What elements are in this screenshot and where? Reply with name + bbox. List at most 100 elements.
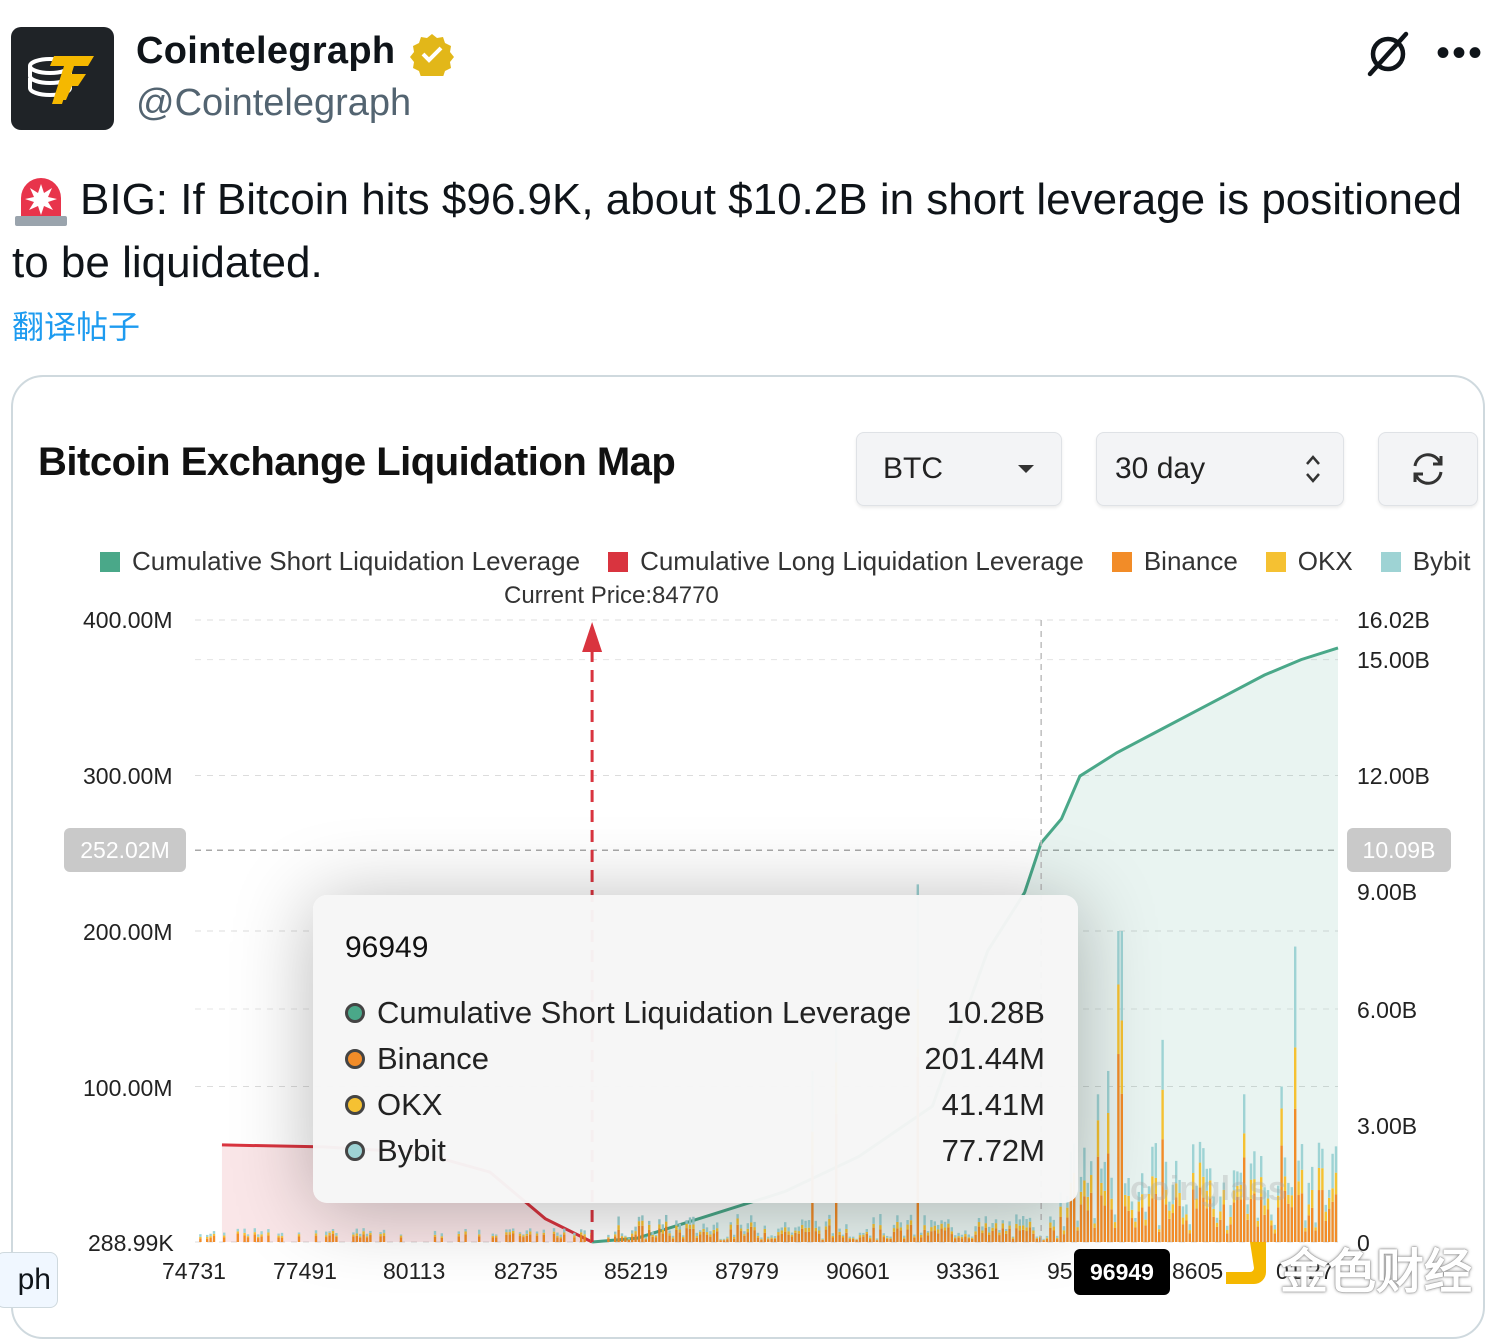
binance-bar [726, 1239, 728, 1242]
binance-bar [1121, 1094, 1123, 1242]
bybit-bar [1216, 1218, 1218, 1223]
okx-bar [1325, 1212, 1327, 1221]
binance-bar [1022, 1230, 1024, 1242]
binance-bar [247, 1237, 249, 1242]
binance-bar [243, 1235, 245, 1242]
binance-bar [866, 1234, 868, 1242]
bybit-bar [1124, 1183, 1126, 1195]
okx-bar [641, 1221, 643, 1226]
okx-bar [893, 1228, 895, 1232]
bybit-bar [784, 1222, 786, 1227]
binance-bar [277, 1238, 279, 1242]
binance-bar [777, 1235, 779, 1242]
okx-bar [937, 1229, 939, 1233]
bybit-bar [478, 1230, 480, 1235]
binance-bar [1216, 1227, 1218, 1242]
bybit-bar [335, 1233, 337, 1236]
binance-bar [492, 1237, 494, 1242]
y-right-tick: 6.00B [1357, 997, 1417, 1024]
binance-bar [1114, 1228, 1116, 1242]
bybit-bar [862, 1233, 864, 1235]
binance-bar [985, 1228, 987, 1242]
bybit-bar [906, 1220, 908, 1225]
okx-bar [1032, 1231, 1034, 1234]
okx-bar [736, 1218, 738, 1224]
y-left-tick: 400.00M [83, 607, 173, 634]
y-left-tick: 100.00M [83, 1075, 173, 1102]
binance-bar [1073, 1196, 1075, 1242]
bybit-bar [1257, 1218, 1259, 1221]
okx-bar [366, 1236, 368, 1237]
bybit-bar [665, 1215, 667, 1222]
x-tick: 85219 [604, 1258, 668, 1285]
binance-bar [199, 1238, 201, 1242]
binance-bar [1053, 1230, 1055, 1242]
bybit-bar [1090, 1161, 1092, 1175]
okx-bar [509, 1232, 511, 1234]
bybit-bar [685, 1220, 687, 1224]
okx-bar [750, 1222, 752, 1226]
okx-bar [478, 1234, 480, 1236]
binance-bar [1059, 1217, 1061, 1242]
bybit-bar [985, 1216, 987, 1223]
binance-bar [730, 1229, 732, 1242]
okx-bar [923, 1225, 925, 1230]
bybit-bar [1080, 1177, 1082, 1192]
binance-bar [580, 1235, 582, 1242]
x-tick: 8605 [1172, 1258, 1223, 1285]
bybit-bar [400, 1234, 402, 1235]
okx-bar [1066, 1208, 1068, 1218]
binance-bar [1138, 1211, 1140, 1242]
bybit-bar [760, 1237, 762, 1238]
okx-bar [573, 1235, 575, 1237]
okx-bar [951, 1231, 953, 1234]
binance-bar [903, 1239, 905, 1242]
binance-bar [784, 1232, 786, 1242]
bybit-bar [913, 1235, 915, 1237]
binance-bar [699, 1234, 701, 1242]
bybit-bar [651, 1232, 653, 1235]
bybit-bar [1107, 1071, 1109, 1113]
okx-bar [267, 1232, 269, 1235]
bybit-bar [464, 1229, 466, 1232]
okx-bar [1002, 1223, 1004, 1228]
okx-bar [981, 1230, 983, 1233]
bybit-bar [828, 1215, 830, 1219]
binance-bar [634, 1234, 636, 1242]
binance-bar [859, 1237, 861, 1242]
okx-bar [883, 1235, 885, 1237]
okx-bar [1280, 1108, 1282, 1145]
okx-bar [842, 1236, 844, 1238]
left-edge-tab[interactable]: ph [0, 1252, 58, 1308]
okx-bar [784, 1227, 786, 1231]
binance-bar [328, 1235, 330, 1242]
okx-bar [682, 1237, 684, 1239]
binance-bar [648, 1230, 650, 1242]
bybit-bar [1270, 1215, 1272, 1221]
okx-bar [362, 1231, 364, 1234]
okx-bar [1212, 1209, 1214, 1217]
bybit-bar [1331, 1154, 1333, 1188]
bybit-bar [696, 1233, 698, 1236]
binance-bar [675, 1230, 677, 1242]
bybit-bar [624, 1236, 626, 1237]
bybit-bar [237, 1229, 239, 1232]
bybit-bar [719, 1239, 721, 1240]
bybit-bar [1161, 1040, 1163, 1090]
bybit-bar [903, 1236, 905, 1238]
okx-bar [985, 1223, 987, 1228]
okx-bar [563, 1233, 565, 1235]
bybit-bar [580, 1229, 582, 1232]
binance-bar [1042, 1240, 1044, 1242]
bybit-bar [257, 1234, 259, 1236]
bybit-bar [1100, 1169, 1102, 1183]
okx-bar [957, 1236, 959, 1238]
binance-bar [750, 1227, 752, 1242]
bybit-bar [281, 1233, 283, 1236]
bybit-bar [852, 1237, 854, 1238]
okx-bar [492, 1236, 494, 1238]
coinglass-watermark: coinglass [1130, 1170, 1287, 1209]
okx-bar [900, 1227, 902, 1230]
okx-bar [1049, 1223, 1051, 1228]
bybit-bar [641, 1215, 643, 1220]
